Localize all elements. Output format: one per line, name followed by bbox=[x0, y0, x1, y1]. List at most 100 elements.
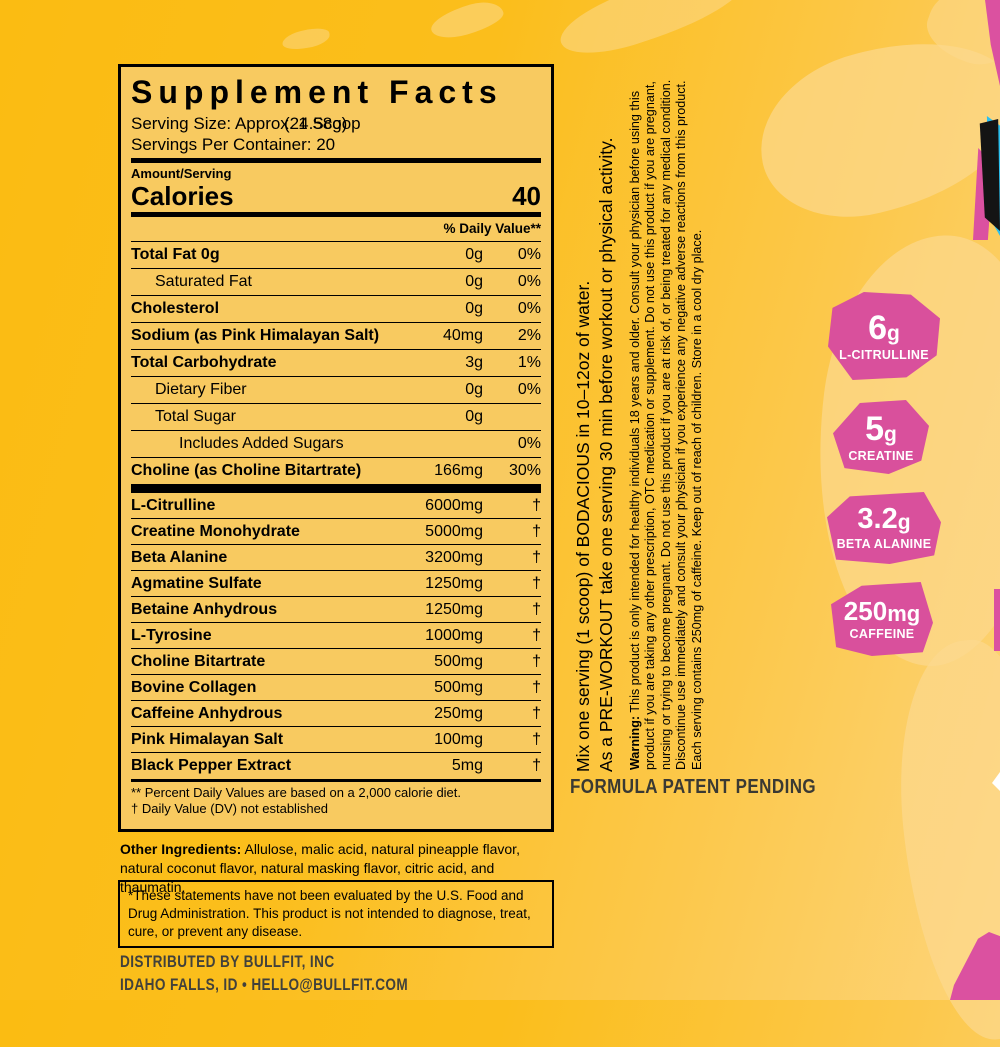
nutrient-table: Total Fat 0g 0g 0% Saturated Fat 0g 0% Cholest… bbox=[131, 242, 541, 484]
active-ingredient-row: Pink Himalayan Salt 100mg † bbox=[131, 727, 541, 753]
active-ingredient-row: Betaine Anhydrous 1250mg † bbox=[131, 597, 541, 623]
horn-graphic bbox=[979, 119, 1000, 231]
badge-amount-value: 5 bbox=[865, 409, 885, 448]
badge-label: L-CITRULLINE bbox=[839, 347, 929, 362]
serving-size: Serving Size: Approx. 1 Scoop (24.58g) bbox=[131, 113, 541, 134]
supplement-facts-panel: Supplement Facts Serving Size: Approx. 1… bbox=[118, 64, 554, 832]
ingredient-name: Caffeine Anhydrous bbox=[131, 705, 283, 722]
highlight-badge-beta-alanine: 3.2g BETA ALANINE bbox=[827, 492, 941, 564]
ingredient-amount: 40mg bbox=[442, 327, 483, 344]
active-ingredient-row: Black Pepper Extract 5mg † bbox=[131, 753, 541, 778]
paint-splash bbox=[427, 0, 507, 44]
active-ingredient-row: Bovine Collagen 500mg † bbox=[131, 675, 541, 701]
ingredient-amount: 0g bbox=[465, 273, 483, 290]
ingredient-amount: 0g bbox=[465, 300, 483, 317]
warning-body: This product is only intended for health… bbox=[628, 79, 704, 770]
footnote-dagger: † Daily Value (DV) not established bbox=[131, 801, 329, 816]
ingredient-name: Cholesterol bbox=[131, 300, 220, 317]
fda-disclaimer-box: *These statements have not been evaluate… bbox=[118, 880, 554, 948]
daily-value: 0% bbox=[517, 435, 541, 452]
ingredient-amount: 1000mg bbox=[425, 627, 483, 644]
disclaimer-line2: This product is not intended to diagnose… bbox=[128, 906, 531, 939]
divider-bar bbox=[131, 212, 541, 217]
daily-value: 0% bbox=[517, 300, 541, 317]
nutrient-row: Total Carbohydrate 3g 1% bbox=[131, 350, 541, 377]
ingredient-name: L-Tyrosine bbox=[131, 627, 212, 644]
patent-pending-text: FORMULA PATENT PENDING bbox=[570, 776, 860, 799]
active-ingredient-row: Caffeine Anhydrous 250mg † bbox=[131, 701, 541, 727]
active-ingredient-table: L-Citrulline 6000mg † Creatine Monohydrate 5… bbox=[131, 493, 541, 778]
badge-amount-value: 6 bbox=[868, 308, 888, 347]
pink-edge-graphic bbox=[994, 589, 1000, 651]
serving-size-text: Serving Size: Approx. 1 Scoop bbox=[131, 114, 361, 133]
active-ingredient-row: L-Citrulline 6000mg † bbox=[131, 493, 541, 519]
highlight-badge-caffeine: 250mg CAFFEINE bbox=[831, 582, 933, 656]
badge-amount: 3.2g bbox=[857, 505, 910, 534]
ingredient-name: Total Sugar bbox=[155, 408, 236, 425]
servings-per-container: Servings Per Container: 20 bbox=[131, 135, 336, 154]
badge-amount: 6g bbox=[868, 311, 900, 345]
ingredient-amount: 1250mg bbox=[425, 575, 483, 592]
highlight-badge-l-citrulline: 6g L-CITRULLINE bbox=[828, 292, 940, 380]
nutrient-row: Cholesterol 0g 0% bbox=[131, 296, 541, 323]
ingredient-amount: 3g bbox=[465, 354, 483, 371]
ingredient-amount: 250mg bbox=[434, 705, 483, 722]
badge-amount: 5g bbox=[865, 412, 897, 446]
daily-value: 0% bbox=[517, 246, 541, 263]
badge-amount-unit: g bbox=[884, 422, 897, 446]
ingredient-name: Includes Added Sugars bbox=[179, 435, 344, 452]
amount-per-serving-label: Amount/Serving bbox=[131, 166, 232, 181]
badge-amount-unit: g bbox=[887, 321, 900, 345]
ingredient-amount: 0g bbox=[465, 246, 483, 263]
ingredient-name: Bovine Collagen bbox=[131, 679, 257, 696]
directions-text: Mix one serving (1 scoop) of BODACIOUS i… bbox=[572, 57, 618, 772]
ingredient-amount: 5mg bbox=[451, 757, 483, 774]
daily-value: † bbox=[532, 705, 541, 722]
warning-label: Warning: bbox=[628, 715, 642, 770]
active-ingredient-row: L-Tyrosine 1000mg † bbox=[131, 623, 541, 649]
ingredient-name: L-Citrulline bbox=[131, 497, 216, 514]
ingredient-name: Sodium (as Pink Himalayan Salt) bbox=[131, 327, 380, 344]
daily-value: 2% bbox=[517, 327, 541, 344]
ingredient-amount: 1250mg bbox=[425, 601, 483, 618]
ingredient-name: Black Pepper Extract bbox=[131, 757, 292, 774]
divider-bar bbox=[131, 158, 541, 163]
ingredient-name: Creatine Monohydrate bbox=[131, 523, 300, 540]
nutrient-row: Total Sugar 0g bbox=[131, 404, 541, 431]
serving-weight-overlay: (24.58g) bbox=[284, 114, 348, 133]
daily-value: † bbox=[532, 653, 541, 670]
ingredient-name: Betaine Anhydrous bbox=[131, 601, 278, 618]
distributor-line1: DISTRIBUTED BY BULLFIT, INC bbox=[120, 952, 335, 971]
nutrient-row: Total Fat 0g 0g 0% bbox=[131, 242, 541, 269]
ingredient-name: Choline Bitartrate bbox=[131, 653, 266, 670]
badge-amount-value: 250 bbox=[843, 595, 888, 626]
distributor-info: DISTRIBUTED BY BULLFIT, INC IDAHO FALLS,… bbox=[120, 950, 480, 996]
active-ingredient-row: Agmatine Sulfate 1250mg † bbox=[131, 571, 541, 597]
daily-value: † bbox=[532, 601, 541, 618]
ingredient-name: Total Carbohydrate bbox=[131, 354, 277, 371]
other-ingredients: Other Ingredients: Allulose, malic acid,… bbox=[120, 840, 556, 897]
active-ingredient-row: Choline Bitartrate 500mg † bbox=[131, 649, 541, 675]
footnotes: ** Percent Daily Values are based on a 2… bbox=[131, 782, 541, 817]
daily-value: 1% bbox=[517, 354, 541, 371]
ingredient-amount: 3200mg bbox=[425, 549, 483, 566]
ingredient-amount: 500mg bbox=[434, 653, 483, 670]
nutrient-row: Dietary Fiber 0g 0% bbox=[131, 377, 541, 404]
calories-label: Calories bbox=[131, 181, 234, 211]
other-ingredients-label: Other Ingredients: bbox=[120, 841, 242, 857]
badge-amount: 250mg bbox=[843, 595, 920, 626]
warning-text: Warning: This product is only intended f… bbox=[628, 54, 705, 770]
white-edge-graphic bbox=[992, 772, 1000, 791]
ingredient-amount: 166mg bbox=[434, 462, 483, 479]
daily-value: † bbox=[532, 575, 541, 592]
footnote-daily-value: ** Percent Daily Values are based on a 2… bbox=[131, 785, 462, 800]
daily-value: † bbox=[532, 757, 541, 774]
ingredient-amount: 500mg bbox=[434, 679, 483, 696]
daily-value: † bbox=[532, 627, 541, 644]
directions-line1: Mix one serving (1 scoop) of BODACIOUS i… bbox=[573, 280, 593, 772]
active-ingredient-row: Beta Alanine 3200mg † bbox=[131, 545, 541, 571]
nutrient-row: Includes Added Sugars 0% bbox=[131, 431, 541, 458]
badge-label: CREATINE bbox=[848, 448, 914, 463]
ingredient-amount: 0g bbox=[465, 408, 483, 425]
